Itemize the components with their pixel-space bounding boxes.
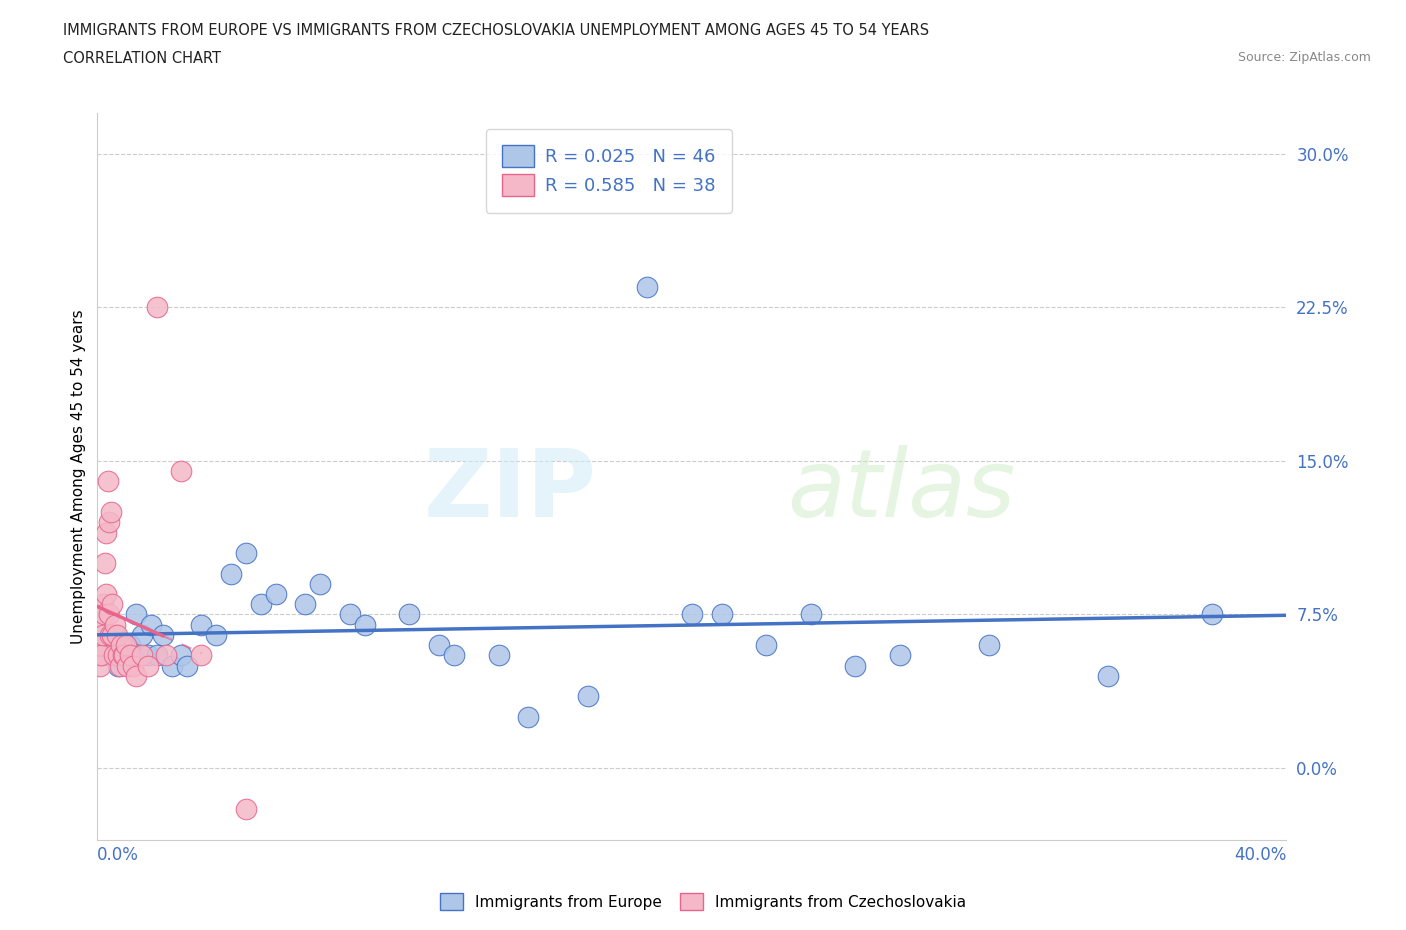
- Point: [93, 607, 115, 622]
- Point: [101, 638, 124, 653]
- Point: [96, 525, 118, 540]
- Point: [108, 658, 131, 673]
- Point: [112, 648, 135, 663]
- Point: [443, 648, 465, 663]
- Point: [96, 638, 118, 653]
- Point: [101, 628, 124, 643]
- Legend: Immigrants from Europe, Immigrants from Czechoslovakia: Immigrants from Europe, Immigrants from …: [432, 885, 974, 918]
- Point: [681, 607, 703, 622]
- Point: [219, 566, 242, 581]
- Point: [91, 648, 114, 663]
- Point: [100, 505, 122, 520]
- Point: [1097, 669, 1119, 684]
- Point: [169, 648, 191, 663]
- Point: [112, 638, 135, 653]
- Point: [131, 628, 153, 643]
- Point: [339, 607, 361, 622]
- Point: [114, 638, 136, 653]
- Point: [97, 474, 120, 489]
- Point: [104, 628, 127, 643]
- Point: [98, 607, 121, 622]
- Point: [115, 648, 138, 663]
- Point: [844, 658, 866, 673]
- Point: [105, 628, 128, 643]
- Point: [111, 648, 134, 663]
- Point: [91, 628, 114, 643]
- Point: [125, 669, 148, 684]
- Point: [710, 607, 733, 622]
- Point: [576, 689, 599, 704]
- Point: [979, 638, 1001, 653]
- Point: [125, 607, 148, 622]
- Point: [155, 648, 177, 663]
- Text: IMMIGRANTS FROM EUROPE VS IMMIGRANTS FROM CZECHOSLOVAKIA UNEMPLOYMENT AMONG AGES: IMMIGRANTS FROM EUROPE VS IMMIGRANTS FRO…: [63, 23, 929, 38]
- Y-axis label: Unemployment Among Ages 45 to 54 years: Unemployment Among Ages 45 to 54 years: [72, 309, 86, 644]
- Point: [122, 648, 145, 663]
- Point: [98, 628, 121, 643]
- Point: [89, 658, 111, 673]
- Point: [136, 648, 159, 663]
- Text: Source: ZipAtlas.com: Source: ZipAtlas.com: [1237, 51, 1371, 64]
- Point: [122, 658, 145, 673]
- Point: [146, 299, 169, 314]
- Point: [235, 546, 257, 561]
- Point: [264, 587, 287, 602]
- Point: [169, 464, 191, 479]
- Text: CORRELATION CHART: CORRELATION CHART: [63, 51, 221, 66]
- Point: [190, 648, 212, 663]
- Point: [146, 648, 169, 663]
- Point: [107, 658, 129, 673]
- Point: [517, 710, 540, 724]
- Point: [97, 515, 120, 530]
- Point: [87, 648, 110, 663]
- Point: [309, 577, 332, 591]
- Point: [755, 638, 778, 653]
- Point: [250, 597, 273, 612]
- Point: [636, 279, 658, 294]
- Point: [800, 607, 823, 622]
- Point: [136, 658, 159, 673]
- Point: [205, 628, 228, 643]
- Point: [427, 638, 450, 653]
- Point: [100, 597, 122, 612]
- Point: [889, 648, 911, 663]
- Point: [118, 648, 141, 663]
- Point: [152, 628, 174, 643]
- Point: [115, 658, 138, 673]
- Text: 40.0%: 40.0%: [1234, 846, 1286, 864]
- Text: 0.0%: 0.0%: [97, 846, 139, 864]
- Point: [1201, 607, 1223, 622]
- Point: [235, 802, 257, 817]
- Point: [139, 618, 162, 632]
- Point: [131, 648, 153, 663]
- Point: [94, 587, 117, 602]
- Point: [94, 556, 117, 571]
- Point: [488, 648, 510, 663]
- Point: [103, 648, 125, 663]
- Point: [90, 618, 112, 632]
- Point: [91, 597, 114, 612]
- Point: [190, 618, 212, 632]
- Point: [294, 597, 316, 612]
- Text: atlas: atlas: [787, 445, 1015, 537]
- Point: [354, 618, 377, 632]
- Point: [107, 648, 129, 663]
- Point: [110, 648, 132, 663]
- Point: [176, 658, 198, 673]
- Point: [118, 638, 141, 653]
- Point: [160, 658, 183, 673]
- Point: [89, 638, 111, 653]
- Point: [110, 638, 132, 653]
- Point: [98, 648, 121, 663]
- Point: [104, 618, 127, 632]
- Text: ZIP: ZIP: [423, 445, 596, 537]
- Legend: R = 0.025   N = 46, R = 0.585   N = 38: R = 0.025 N = 46, R = 0.585 N = 38: [485, 129, 733, 213]
- Point: [90, 648, 112, 663]
- Point: [398, 607, 420, 622]
